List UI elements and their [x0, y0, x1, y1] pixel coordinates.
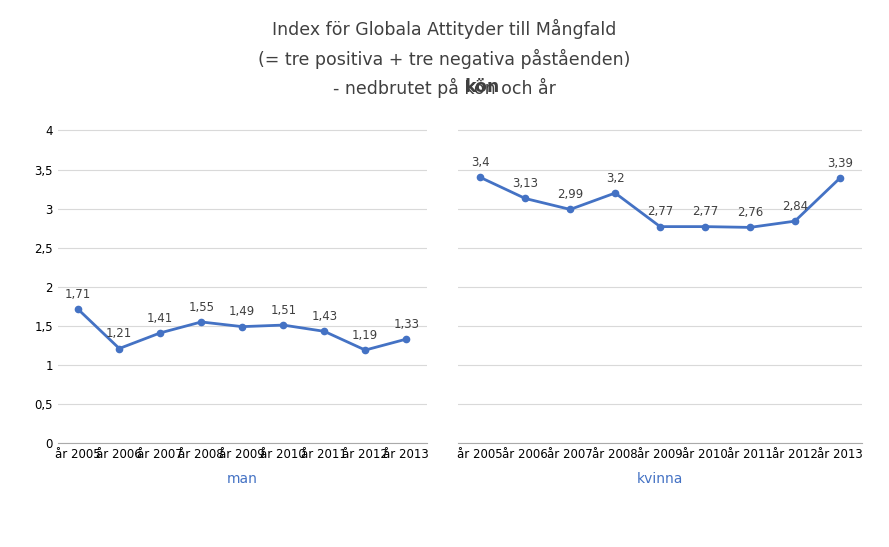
Text: kön: kön	[0, 546, 1, 547]
Text: 1,41: 1,41	[148, 312, 173, 324]
Text: 3,4: 3,4	[471, 156, 490, 169]
Text: (= tre positiva + tre negativa påståenden): (= tre positiva + tre negativa påstående…	[259, 49, 630, 69]
Text: 2,77: 2,77	[647, 205, 673, 218]
Text: 1,21: 1,21	[106, 327, 132, 340]
Text: Index för Globala Attityder till Mångfald: Index för Globala Attityder till Mångfal…	[272, 19, 617, 39]
Text: - nedbrutet på: - nedbrutet på	[0, 546, 1, 547]
Text: 1,49: 1,49	[229, 305, 255, 318]
X-axis label: kvinna: kvinna	[637, 472, 684, 486]
Text: 3,13: 3,13	[512, 177, 538, 190]
Text: 3,2: 3,2	[605, 172, 624, 185]
Text: 2,77: 2,77	[692, 205, 718, 218]
Text: 2,76: 2,76	[737, 206, 763, 219]
Text: 1,33: 1,33	[393, 318, 420, 331]
Text: 2,84: 2,84	[781, 200, 808, 213]
Text: 1,71: 1,71	[65, 288, 92, 301]
Text: 1,19: 1,19	[352, 329, 379, 342]
Text: - nedbrutet på kön och år: - nedbrutet på kön och år	[0, 546, 1, 547]
Text: 1,51: 1,51	[270, 304, 296, 317]
X-axis label: man: man	[227, 472, 258, 486]
Text: 3,39: 3,39	[827, 157, 853, 170]
Text: 1,55: 1,55	[188, 301, 214, 313]
Text: - nedbrutet på kön och år: - nedbrutet på kön och år	[333, 78, 556, 98]
Text: kön: kön	[464, 78, 500, 96]
Text: 1,43: 1,43	[311, 310, 337, 323]
Text: 2,99: 2,99	[557, 188, 583, 201]
